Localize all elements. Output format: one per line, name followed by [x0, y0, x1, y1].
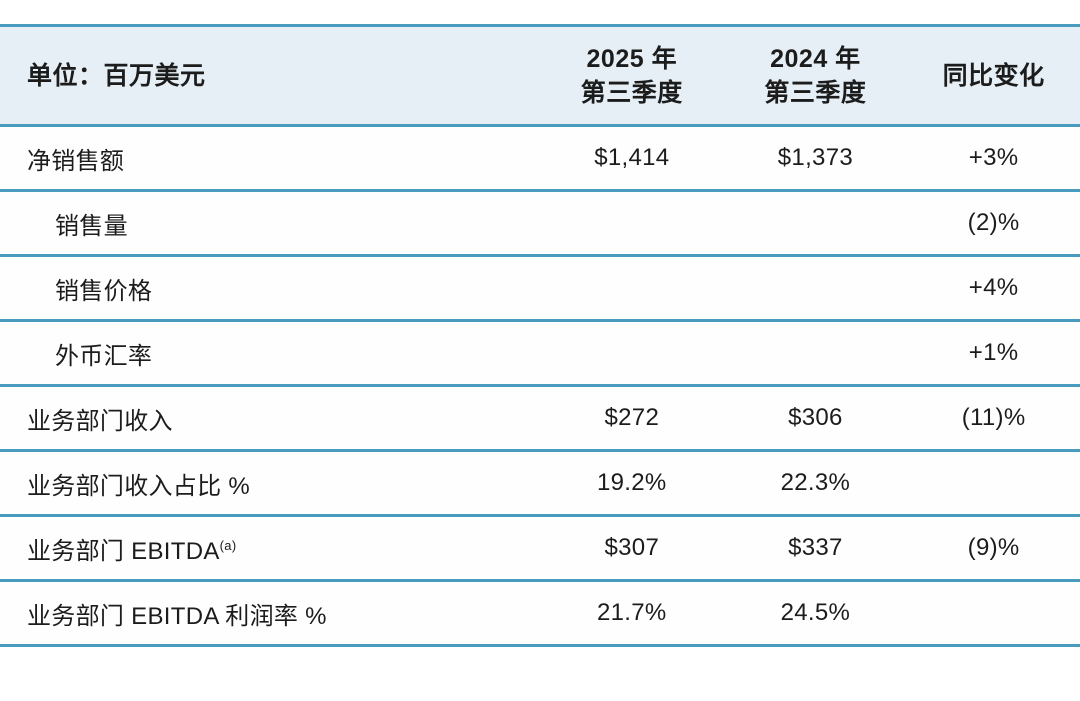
value-yoy: +3% [907, 125, 1080, 192]
value-q3-2024 [723, 320, 908, 387]
row-label: 业务部门收入占比 % [0, 450, 540, 517]
value-yoy: (2)% [907, 190, 1080, 257]
yoy-header-label: 同比变化 [942, 61, 1045, 90]
value-q3-2025 [540, 320, 724, 387]
value-q3-2024: $337 [723, 515, 908, 582]
table-row-sales-volume: 销售量 (2)% [0, 190, 1080, 257]
row-label: 销售价格 [0, 255, 540, 322]
ebitda-label: 业务部门 EBITDA [27, 537, 220, 565]
header-year-2025: 2025 年 [586, 44, 678, 73]
value-q3-2025: 21.7% [540, 580, 724, 647]
table-header: 单位：百万美元 2025 年 第三季度 2024 年 第三季度 同比变化 [0, 24, 1080, 127]
value-yoy [907, 450, 1080, 517]
row-label: 业务部门 EBITDA(a) [0, 515, 540, 582]
value-yoy: (11)% [907, 385, 1080, 452]
header-quarter-2025: 第三季度 [580, 78, 683, 107]
value-q3-2025: $307 [540, 515, 724, 582]
row-label: 净销售额 [0, 125, 540, 192]
column-header-q3-2024: 2024 年 第三季度 [723, 24, 908, 127]
header-row: 单位：百万美元 2025 年 第三季度 2024 年 第三季度 同比变化 [0, 24, 1080, 127]
row-label: 外币汇率 [0, 320, 540, 387]
value-yoy: +4% [907, 255, 1080, 322]
table-row-segment-ebitda-margin: 业务部门 EBITDA 利润率 % 21.7% 24.5% [0, 580, 1080, 647]
value-q3-2024: $306 [723, 385, 908, 452]
value-q3-2024 [723, 255, 908, 322]
value-yoy [907, 580, 1080, 647]
value-yoy: +1% [907, 320, 1080, 387]
unit-label: 单位：百万美元 [27, 61, 206, 90]
row-label: 业务部门 EBITDA 利润率 % [0, 580, 540, 647]
value-q3-2024: $1,373 [723, 125, 908, 192]
value-q3-2024: 24.5% [723, 580, 908, 647]
column-header-yoy-change: 同比变化 [907, 24, 1080, 127]
table-row-sales-price: 销售价格 +4% [0, 255, 1080, 322]
value-q3-2025: $272 [540, 385, 724, 452]
financial-results-table: 单位：百万美元 2025 年 第三季度 2024 年 第三季度 同比变化 净销售… [0, 24, 1080, 647]
value-q3-2024 [723, 190, 908, 257]
table-row-net-sales: 净销售额 $1,414 $1,373 +3% [0, 125, 1080, 192]
footnote-marker: (a) [219, 537, 237, 553]
value-q3-2025 [540, 190, 724, 257]
table-row-segment-ebitda: 业务部门 EBITDA(a) $307 $337 (9)% [0, 515, 1080, 582]
table-row-fx: 外币汇率 +1% [0, 320, 1080, 387]
table-row-segment-income-pct: 业务部门收入占比 % 19.2% 22.3% [0, 450, 1080, 517]
header-quarter-2024: 第三季度 [764, 78, 867, 107]
column-header-q3-2025: 2025 年 第三季度 [540, 24, 724, 127]
column-header-unit: 单位：百万美元 [0, 24, 540, 127]
value-q3-2025: $1,414 [540, 125, 724, 192]
table-body: 净销售额 $1,414 $1,373 +3% 销售量 (2)% 销售价格 +4%… [0, 125, 1080, 647]
header-year-2024: 2024 年 [770, 44, 861, 73]
table-row-segment-income: 业务部门收入 $272 $306 (11)% [0, 385, 1080, 452]
value-yoy: (9)% [907, 515, 1080, 582]
value-q3-2025 [540, 255, 724, 322]
value-q3-2025: 19.2% [540, 450, 724, 517]
value-q3-2024: 22.3% [723, 450, 908, 517]
row-label: 销售量 [0, 190, 540, 257]
row-label: 业务部门收入 [0, 385, 540, 452]
